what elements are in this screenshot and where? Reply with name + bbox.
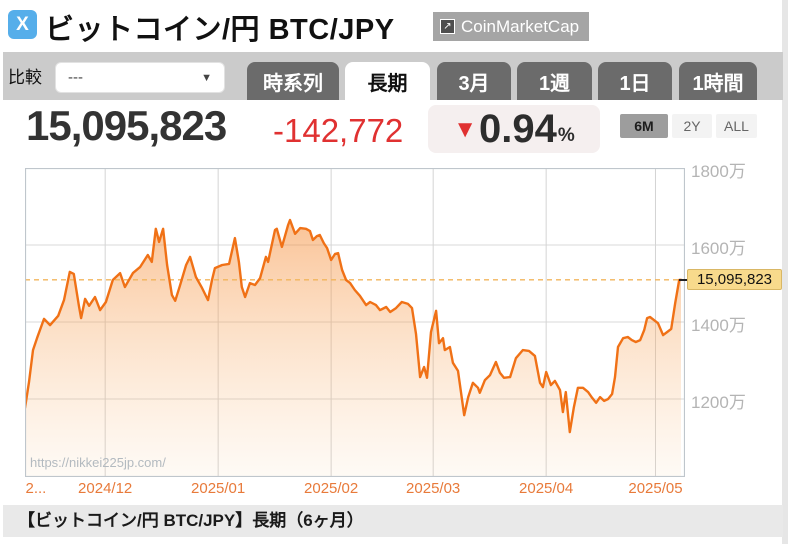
y-axis-label: 1600万 (691, 238, 746, 258)
tab-1hour[interactable]: 1時間 (679, 62, 757, 100)
chevron-down-icon: ▼ (201, 71, 212, 84)
compare-dropdown[interactable]: --- ▼ (55, 62, 225, 93)
compare-label: 比較 (8, 68, 42, 87)
tab-longterm[interactable]: 長期 (345, 62, 430, 100)
price-change: -142,772 (273, 112, 404, 149)
price-tag-tick (679, 278, 688, 281)
tab-3month[interactable]: 3月 (437, 62, 511, 100)
percent-change-badge: ▼ 0.94 % (428, 105, 600, 153)
price-chart[interactable] (25, 168, 685, 477)
plot-border (25, 168, 685, 477)
tab-1week[interactable]: 1週 (517, 62, 592, 100)
y-axis-label: 1800万 (691, 162, 746, 181)
percent-sign: % (557, 125, 575, 146)
x-axis-label: 2025/04 (519, 480, 574, 497)
x-axis-label: 2025/01 (191, 480, 246, 497)
footer-bar: 【ビットコイン/円 BTC/JPY】長期（6ヶ月） (3, 505, 783, 537)
price-area (25, 220, 681, 477)
y-axis-label: 1200万 (691, 392, 746, 412)
current-price: 15,095,823 (26, 102, 227, 149)
range-button-all[interactable]: ALL (716, 114, 757, 138)
range-button-2y[interactable]: 2Y (672, 114, 712, 138)
footer-caption: 【ビットコイン/円 BTC/JPY】長期（6ヶ月） (18, 511, 364, 530)
compare-dropdown-value: --- (68, 69, 83, 86)
x-axis-label: 2024/12 (78, 480, 133, 497)
percent-change-value: 0.94 (479, 107, 557, 151)
x-axis-label: 2... (25, 480, 47, 497)
x-axis-label: 2025/02 (304, 480, 359, 497)
x-logo-icon: X (16, 13, 29, 35)
y-axis-label: 1400万 (691, 315, 746, 335)
down-triangle-icon: ▼ (453, 116, 477, 143)
watermark: https://nikkei225jp.com/ (30, 455, 166, 470)
tab-1day[interactable]: 1日 (598, 62, 672, 100)
range-button-6m[interactable]: 6M (620, 114, 668, 138)
tab-timeseries[interactable]: 時系列 (247, 62, 339, 100)
x-share-button[interactable]: X (8, 10, 37, 39)
x-axis-label: 2025/05 (628, 480, 683, 497)
page-edge-strip (782, 0, 788, 544)
coinmarketcap-link[interactable]: ↗ CoinMarketCap (433, 12, 590, 41)
page-title: ビットコイン/円 BTC/JPY (45, 14, 395, 46)
coinmarketcap-label: CoinMarketCap (461, 16, 580, 36)
current-price-tag: 15,095,823 (687, 268, 782, 290)
price-line (25, 218, 683, 434)
x-axis-label: 2025/03 (406, 480, 461, 497)
external-link-icon: ↗ (440, 19, 455, 34)
